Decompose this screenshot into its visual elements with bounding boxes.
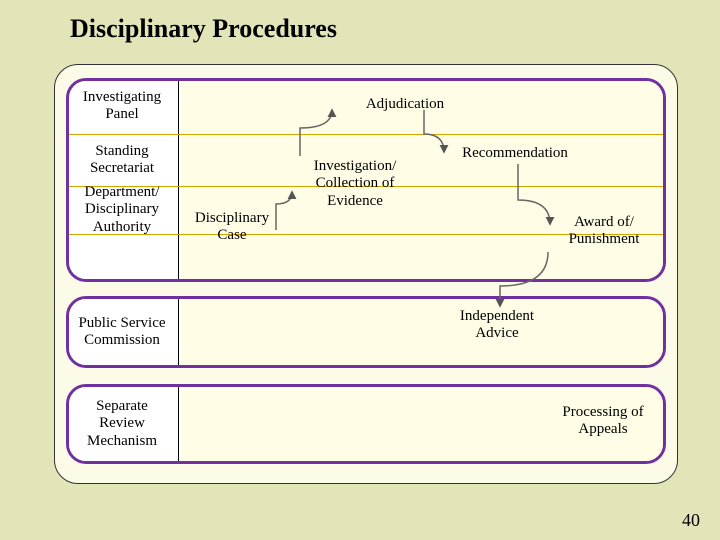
- slide-root: Disciplinary Procedures Investigating Pan…: [0, 0, 720, 540]
- row-label: Investigating Panel: [72, 78, 172, 134]
- row-label: Separate Review Mechanism: [72, 384, 172, 464]
- v-divider: [178, 81, 179, 279]
- slide-title: Disciplinary Procedures: [70, 14, 337, 44]
- section-right-fill: [181, 299, 663, 365]
- row-label: Public Service Commission: [72, 296, 172, 368]
- page-number: 40: [682, 510, 700, 531]
- v-divider: [178, 299, 179, 365]
- node-investigation: Investigation/ Collection of Evidence: [290, 158, 420, 210]
- row-label: Department/ Disciplinary Authority: [72, 186, 172, 234]
- v-divider: [178, 387, 179, 461]
- node-independent-advice: Independent Advice: [432, 308, 562, 343]
- node-adjudication: Adjudication: [330, 96, 480, 113]
- node-processing-appeals: Processing of Appeals: [538, 404, 668, 439]
- node-disciplinary-case: Disciplinary Case: [182, 210, 282, 245]
- node-recommendation: Recommendation: [440, 145, 590, 162]
- node-award: Award of/ Punishment: [544, 214, 664, 249]
- row-label: Standing Secretariat: [72, 134, 172, 186]
